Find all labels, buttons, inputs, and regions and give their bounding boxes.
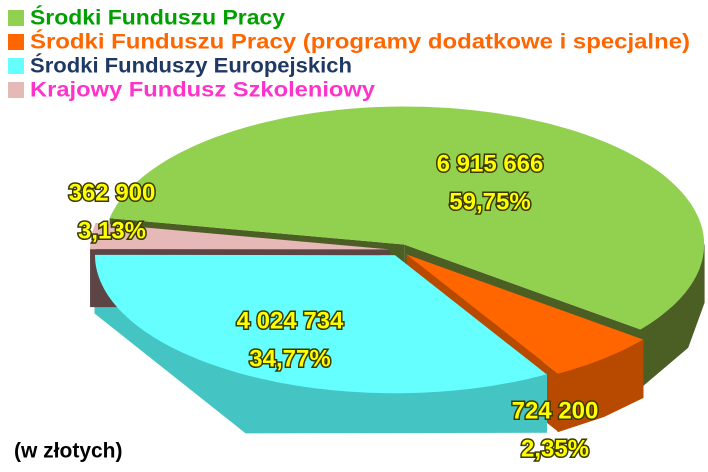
- slice: [95, 254, 547, 394]
- value-label: 362 900: [69, 179, 156, 206]
- value-label: 724 200: [512, 397, 599, 424]
- slice: [406, 254, 643, 374]
- percent-label: 2,35%: [521, 435, 589, 462]
- legend-label: Środki Funduszy Europejskich: [30, 54, 352, 78]
- legend-swatch: [8, 34, 24, 50]
- slice: [109, 106, 705, 330]
- value-label: 6 915 666: [437, 150, 544, 177]
- legend-label: Krajowy Fundusz Szkoleniowy: [30, 79, 375, 102]
- percent-label: 34,77%: [249, 345, 330, 372]
- legend-swatch: [8, 82, 24, 98]
- legend-label: Środki Funduszu Pracy (programy dodatkow…: [30, 30, 690, 54]
- value-label: 4 024 734: [237, 307, 344, 334]
- legend-swatch: [8, 10, 24, 26]
- percent-label: 59,75%: [449, 188, 530, 215]
- legend-swatch: [8, 58, 24, 74]
- unit-note: (w złotych): [14, 440, 123, 463]
- percent-label: 3,13%: [78, 217, 146, 244]
- legend-label: Środki Funduszu Pracy: [30, 6, 285, 30]
- slice: [90, 223, 391, 250]
